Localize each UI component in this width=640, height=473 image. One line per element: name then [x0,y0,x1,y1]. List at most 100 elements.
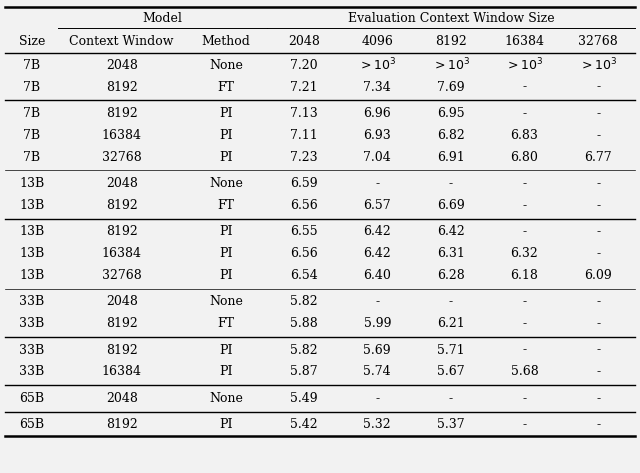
Text: 32768: 32768 [102,150,141,164]
Text: $> 10^3$: $> 10^3$ [579,57,617,74]
Text: 6.77: 6.77 [584,150,612,164]
Text: 6.54: 6.54 [290,269,317,282]
Text: 5.87: 5.87 [290,365,317,378]
Text: -: - [375,392,380,405]
Text: 5.32: 5.32 [364,418,391,431]
Text: -: - [522,418,527,431]
Text: 6.56: 6.56 [290,247,317,260]
Text: FT: FT [218,80,234,94]
Text: -: - [522,392,527,405]
Text: 5.37: 5.37 [437,418,465,431]
Text: 5.71: 5.71 [437,343,465,357]
Text: -: - [449,177,453,190]
Text: 6.31: 6.31 [437,247,465,260]
Text: PI: PI [219,247,233,260]
Text: -: - [596,225,600,238]
Text: PI: PI [219,343,233,357]
Text: -: - [596,199,600,212]
Text: 16384: 16384 [504,35,545,48]
Text: -: - [522,343,527,357]
Text: Size: Size [19,35,45,48]
Text: 6.69: 6.69 [437,199,465,212]
Text: -: - [375,295,380,308]
Text: 2048: 2048 [106,295,138,308]
Text: 6.96: 6.96 [364,107,391,120]
Text: 13B: 13B [19,269,44,282]
Text: -: - [375,177,380,190]
Text: 13B: 13B [19,177,44,190]
Text: PI: PI [219,365,233,378]
Text: PI: PI [219,150,233,164]
Text: 5.69: 5.69 [364,343,391,357]
Text: 8192: 8192 [106,418,138,431]
Text: -: - [596,177,600,190]
Text: 8192: 8192 [106,343,138,357]
Text: 5.68: 5.68 [511,365,538,378]
Text: 5.49: 5.49 [290,392,317,405]
Text: 7.34: 7.34 [364,80,391,94]
Text: Method: Method [202,35,250,48]
Text: None: None [209,392,243,405]
Text: -: - [596,392,600,405]
Text: 6.95: 6.95 [437,107,465,120]
Text: -: - [522,107,527,120]
Text: PI: PI [219,225,233,238]
Text: -: - [522,199,527,212]
Text: PI: PI [219,129,233,142]
Text: 2048: 2048 [288,35,319,48]
Text: 6.59: 6.59 [290,177,317,190]
Text: 33B: 33B [19,295,44,308]
Text: 13B: 13B [19,247,44,260]
Text: 33B: 33B [19,317,44,330]
Text: 7.69: 7.69 [437,80,465,94]
Text: 7B: 7B [23,59,40,72]
Text: 5.74: 5.74 [364,365,391,378]
Text: 8192: 8192 [106,80,138,94]
Text: 6.40: 6.40 [364,269,391,282]
Text: 5.82: 5.82 [290,295,317,308]
Text: 7B: 7B [23,129,40,142]
Text: 7B: 7B [23,150,40,164]
Text: 6.42: 6.42 [437,225,465,238]
Text: -: - [596,418,600,431]
Text: -: - [522,225,527,238]
Text: Context Window: Context Window [69,35,174,48]
Text: -: - [596,247,600,260]
Text: 13B: 13B [19,225,44,238]
Text: 7.20: 7.20 [290,59,317,72]
Text: -: - [596,80,600,94]
Text: 32768: 32768 [102,269,141,282]
Text: 6.42: 6.42 [364,247,391,260]
Text: 6.83: 6.83 [511,129,538,142]
Text: 7.21: 7.21 [290,80,317,94]
Text: 7B: 7B [23,80,40,94]
Text: 6.09: 6.09 [584,269,612,282]
Text: 2048: 2048 [106,59,138,72]
Text: -: - [449,295,453,308]
Text: -: - [596,295,600,308]
Text: -: - [522,317,527,330]
Text: 6.42: 6.42 [364,225,391,238]
Text: 16384: 16384 [102,365,141,378]
Text: 6.91: 6.91 [437,150,465,164]
Text: $> 10^3$: $> 10^3$ [506,57,543,74]
Text: 16384: 16384 [102,247,141,260]
Text: 33B: 33B [19,343,44,357]
Text: $> 10^3$: $> 10^3$ [432,57,470,74]
Text: 5.67: 5.67 [437,365,465,378]
Text: 7.23: 7.23 [290,150,317,164]
Text: None: None [209,295,243,308]
Text: 6.80: 6.80 [511,150,538,164]
Text: -: - [596,129,600,142]
Text: $> 10^3$: $> 10^3$ [358,57,396,74]
Text: -: - [596,317,600,330]
Text: 6.55: 6.55 [290,225,317,238]
Text: None: None [209,59,243,72]
Text: 65B: 65B [19,392,44,405]
Text: -: - [596,107,600,120]
Text: 2048: 2048 [106,177,138,190]
Text: 8192: 8192 [106,317,138,330]
Text: 32768: 32768 [578,35,618,48]
Text: Model: Model [143,12,182,26]
Text: 6.56: 6.56 [290,199,317,212]
